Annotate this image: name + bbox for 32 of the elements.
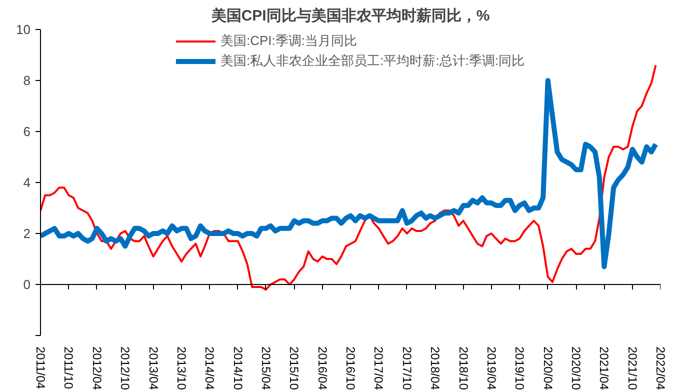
x-tick-label: 2019/10 xyxy=(512,346,527,390)
legend-label: 美国:CPI:季调:当月同比 xyxy=(220,32,357,50)
x-tick-label: 2011/10 xyxy=(62,346,76,390)
x-tick-label: 2021/04 xyxy=(597,346,612,390)
x-tick-label: 2018/04 xyxy=(428,346,442,390)
x-tick-label: 2017/04 xyxy=(372,346,386,390)
y-tick-label: 6 xyxy=(23,124,31,139)
x-tick-label: 2014/10 xyxy=(230,346,245,390)
x-tick-label: 2016/10 xyxy=(344,346,358,390)
x-tick-label: 2013/10 xyxy=(174,346,189,390)
y-tick-label: 4 xyxy=(23,175,31,190)
x-tick-label: 2014/04 xyxy=(202,346,217,390)
x-tick-label: 2019/04 xyxy=(484,346,498,390)
chart-title: 美国CPI同比与美国非农平均时薪同比，% xyxy=(210,6,490,24)
x-tick-label: 2018/10 xyxy=(456,346,470,390)
x-tick-label: 2022/04 xyxy=(654,346,668,390)
x-tick-label: 2015/04 xyxy=(258,346,273,390)
x-tick-label: 2013/04 xyxy=(146,346,160,390)
x-tick-label: 2015/10 xyxy=(287,346,302,390)
x-tick-label: 2012/04 xyxy=(90,346,104,390)
legend-label: 美国:私人非农企业全部员工:平均时薪:总计:季调:同比 xyxy=(220,52,525,70)
y-tick-label: 8 xyxy=(23,73,31,88)
x-tick-label: 2016/04 xyxy=(315,346,330,390)
x-tick-label: 2017/10 xyxy=(400,346,414,390)
x-tick-label: 2020/04 xyxy=(540,346,555,390)
y-tick-label: 2 xyxy=(23,226,31,241)
x-tick-label: 2011/04 xyxy=(34,346,48,390)
y-tick-label: 0 xyxy=(23,277,31,292)
x-tick-label: 2020/10 xyxy=(569,346,584,390)
x-tick-label: 2021/10 xyxy=(625,346,640,390)
y-tick-label: 10 xyxy=(16,22,31,37)
x-tick-label: 2012/10 xyxy=(118,346,132,390)
